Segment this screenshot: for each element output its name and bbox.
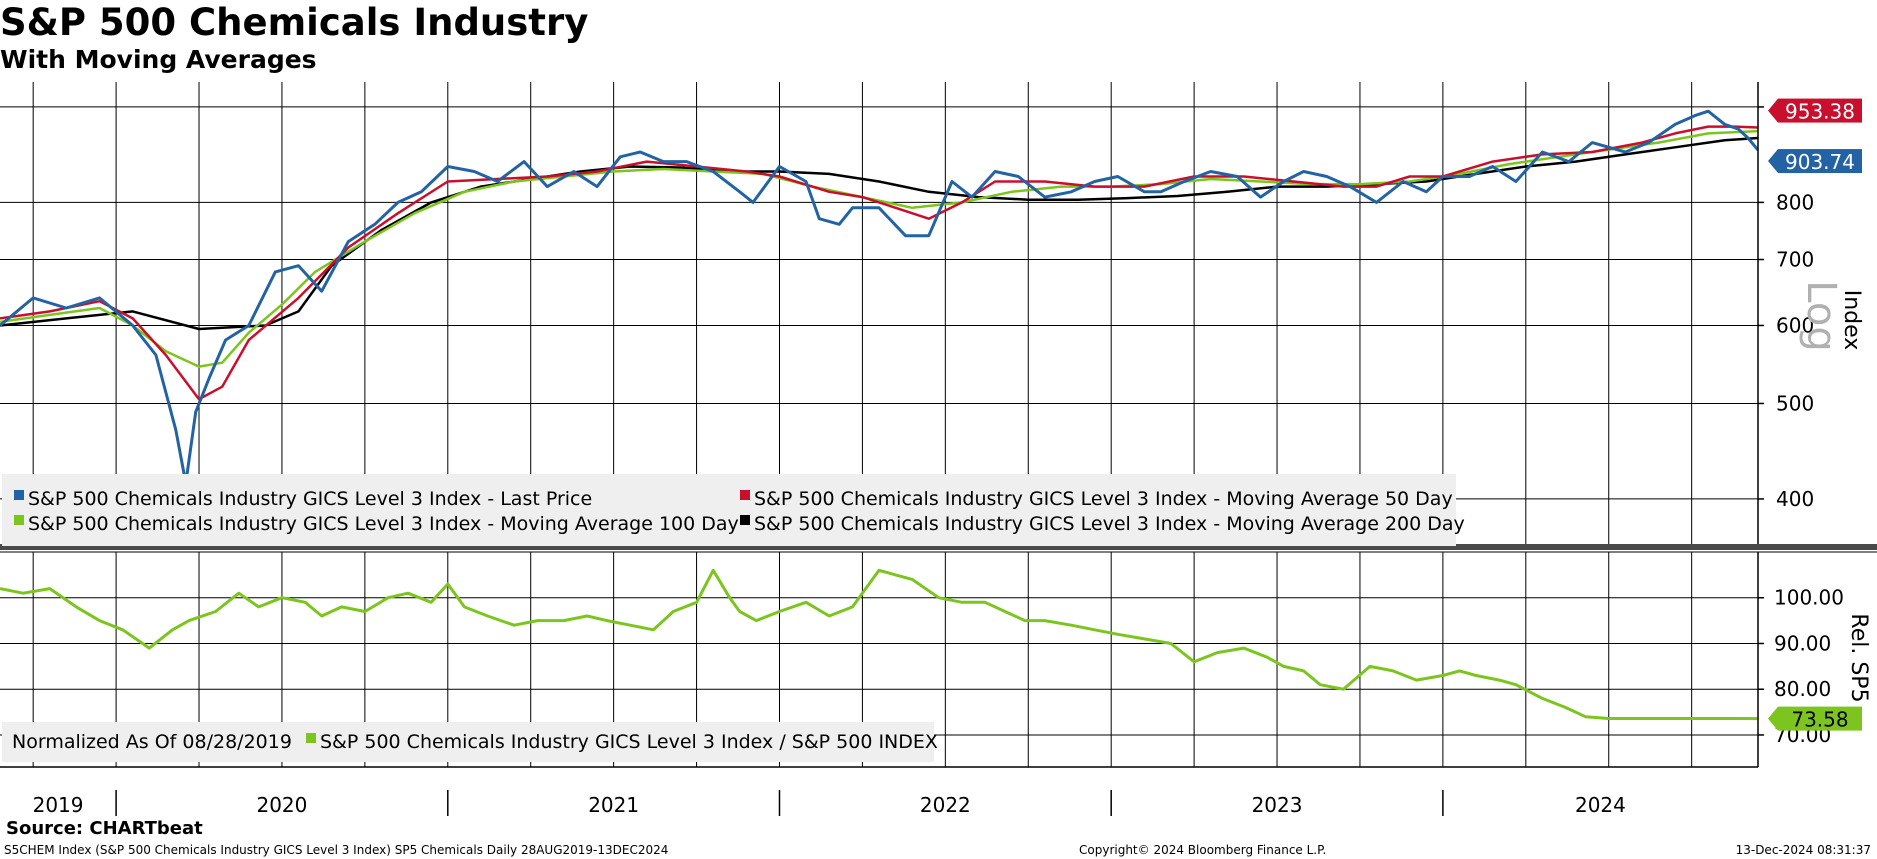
series-line-last-price [0,109,1758,485]
legend-swatch-ma50 [740,490,750,500]
last-value-relative-box [1778,706,1862,731]
series-line-ma200 [0,136,1758,331]
last-value-last-price-box [1778,149,1862,174]
y-tick-label: 600 [1776,313,1814,337]
y-tick-label: 100.00 [1774,586,1844,610]
legend-swatch-ma200 [740,515,750,525]
source-label: Source: CHARTbeat [6,818,203,839]
last-value-last-price: 903.74 [1785,150,1855,174]
last-value-ma50: 953.38 [1785,100,1855,124]
y-tick-label: 700 [1776,248,1814,272]
y-tick-label: 500 [1776,391,1814,415]
legend-label-ma200: S&P 500 Chemicals Industry GICS Level 3 … [754,513,1465,535]
panel-frame [0,82,1877,768]
x-year-label: 2023 [1252,793,1303,817]
bottom-legend: Normalized As Of 08/28/2019 S&P 500 Chem… [2,722,938,762]
top-legend: S&P 500 Chemicals Industry GICS Level 3 … [2,474,1465,546]
top-panel-grid [0,82,1758,544]
log-scale-label: Log [1798,280,1844,351]
series-line-relative [0,568,1758,721]
panel-divider [0,544,1877,550]
footer-copyright: Copyright© 2024 Bloomberg Finance L.P. [1079,843,1327,857]
y-tick-label: 400 [1776,487,1814,511]
last-value-relative: 73.58 [1791,708,1848,732]
last-value-relative-pointer [1768,706,1778,731]
bottom-legend-note: Normalized As Of 08/28/2019 [12,731,292,753]
last-value-ma50-box [1778,98,1862,123]
legend-label-ma50: S&P 500 Chemicals Industry GICS Level 3 … [754,488,1453,510]
x-year-label: 2024 [1575,793,1626,817]
x-year-label: 2021 [588,793,639,817]
bottom-panel-series [0,568,1758,721]
x-year-label: 2019 [33,793,84,817]
last-value-last-price-pointer [1768,149,1778,174]
y-tick-label: 80.00 [1774,677,1831,701]
footer-timestamp: 13-Dec-2024 08:31:37 [1735,843,1871,857]
bottom-y-axis-title: Rel. SP5 [1846,613,1871,702]
legend-swatch-relative [306,733,316,743]
top-panel-series [0,109,1758,485]
top-y-axis-title: Index [1839,290,1864,351]
top-legend-background [2,474,1456,546]
x-year-label: 2020 [256,793,307,817]
y-tick-label: 90.00 [1774,631,1831,655]
series-line-ma50 [0,125,1758,401]
chart-title: S&P 500 Chemicals Industry [0,1,589,44]
axis-ticks: 400500600700800100070.0080.0090.00100.00… [33,95,1844,817]
legend-label-relative: S&P 500 Chemicals Industry GICS Level 3 … [320,731,938,753]
x-year-label: 2022 [920,793,971,817]
last-value-badges: 953.38 903.74 73.58 [1768,98,1862,732]
bottom-legend-background [2,722,934,762]
legend-label-ma100: S&P 500 Chemicals Industry GICS Level 3 … [28,513,739,535]
chart-subtitle: With Moving Averages [0,45,317,74]
y-tick-label: 800 [1776,190,1814,214]
footer-description: S5CHEM Index (S&P 500 Chemicals Industry… [4,843,669,857]
legend-label-last-price: S&P 500 Chemicals Industry GICS Level 3 … [28,488,592,510]
legend-swatch-last-price [14,490,24,500]
legend-swatch-ma100 [14,515,24,525]
last-value-ma50-pointer [1768,98,1778,123]
